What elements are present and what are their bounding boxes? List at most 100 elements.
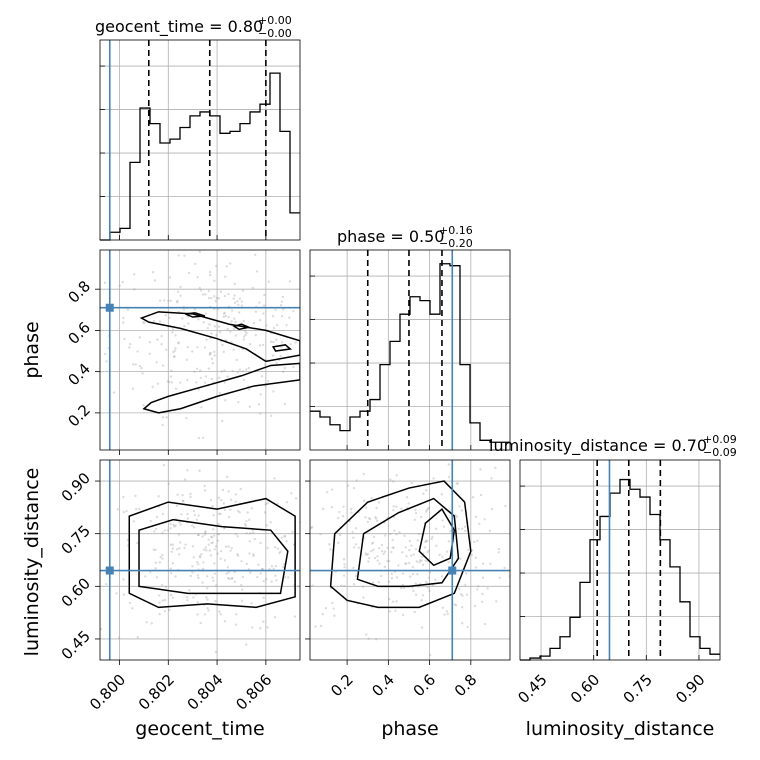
y-tick-label: 0.60: [58, 574, 94, 610]
sample-point: [478, 522, 481, 526]
sample-point: [207, 538, 210, 541]
sample-point: [184, 543, 187, 546]
sample-point: [372, 535, 376, 539]
sample-point: [374, 516, 377, 519]
sample-point: [179, 294, 182, 297]
sample-point: [474, 556, 478, 560]
sample-point: [342, 558, 346, 561]
sample-point: [94, 568, 96, 570]
sample-point: [142, 404, 145, 407]
sample-point: [173, 525, 176, 528]
sample-point: [275, 361, 278, 365]
sample-point: [168, 316, 171, 320]
sample-point: [330, 488, 334, 491]
sample-point: [463, 525, 467, 529]
sample-point: [391, 546, 394, 549]
sample-point: [223, 294, 227, 298]
sample-point: [288, 316, 291, 319]
sample-point: [166, 529, 170, 532]
sample-point: [368, 556, 371, 560]
sample-point: [270, 565, 274, 568]
sample-point: [160, 583, 164, 587]
sample-point: [401, 583, 405, 587]
sample-point: [239, 487, 242, 491]
sample-point: [226, 566, 230, 569]
sample-point: [420, 599, 423, 602]
sample-point: [250, 626, 254, 629]
sample-point: [148, 352, 151, 355]
sample-point: [178, 521, 181, 524]
sample-point: [383, 565, 387, 569]
sample-point: [251, 286, 255, 290]
sample-point: [311, 396, 313, 398]
title-luminosity-distance-main: luminosity_distance = 0.70: [489, 436, 707, 456]
sample-point: [332, 607, 335, 610]
sample-point: [169, 527, 172, 530]
sample-point: [193, 513, 197, 517]
sample-point: [461, 594, 464, 597]
sample-point: [305, 595, 307, 597]
sample-point: [408, 575, 412, 578]
sample-point: [96, 556, 98, 558]
title-geocent-time-plus: +0.00: [258, 14, 292, 27]
sample-point: [199, 289, 203, 292]
sample-point: [122, 321, 125, 324]
sample-point: [411, 572, 415, 576]
sample-point: [362, 596, 365, 599]
sample-point: [202, 548, 206, 551]
sample-point: [207, 290, 211, 293]
sample-point: [252, 321, 256, 325]
sample-point: [201, 581, 204, 584]
sample-point: [354, 543, 358, 546]
sample-point: [161, 423, 164, 427]
title-luminosity-distance: luminosity_distance = 0.70 +0.09 −0.09: [489, 433, 737, 459]
sample-point: [126, 308, 130, 311]
sample-point: [521, 587, 523, 589]
sample-point: [301, 335, 303, 337]
sample-point: [259, 393, 262, 396]
sample-point: [275, 323, 279, 327]
sample-point: [262, 304, 266, 307]
sample-point: [163, 299, 166, 302]
sample-point: [458, 587, 461, 590]
sample-point: [163, 598, 167, 602]
sample-point: [377, 501, 381, 504]
sample-point: [323, 345, 325, 347]
sample-point: [391, 538, 394, 542]
sample-point: [241, 369, 245, 373]
sample-point: [254, 334, 257, 337]
sample-point: [217, 532, 221, 536]
x-axis-label-geocent-time: geocent_time: [135, 718, 264, 740]
sample-point: [261, 343, 265, 347]
sample-point: [227, 490, 230, 493]
sample-point: [192, 596, 195, 599]
sample-point: [121, 280, 124, 284]
sample-point: [163, 609, 167, 613]
sample-point: [445, 610, 449, 613]
sample-point: [318, 297, 320, 299]
sample-point: [260, 567, 264, 571]
sample-point: [223, 620, 227, 623]
sample-point: [210, 296, 213, 300]
density-contour: [185, 312, 206, 318]
sample-point: [263, 363, 267, 366]
sample-point: [233, 570, 236, 574]
sample-point: [413, 518, 417, 521]
sample-point: [204, 293, 207, 296]
sample-point: [222, 312, 226, 315]
sample-point: [426, 507, 430, 510]
sample-point: [226, 327, 229, 331]
sample-point: [164, 314, 167, 317]
sample-point: [400, 507, 403, 510]
sample-point: [455, 515, 459, 518]
sample-point: [135, 507, 138, 511]
sample-point: [197, 514, 200, 517]
sample-point: [459, 593, 463, 596]
sample-point: [395, 474, 398, 477]
sample-point: [186, 469, 189, 472]
sample-point: [425, 508, 429, 512]
sample-point: [186, 517, 190, 520]
sample-point: [533, 534, 535, 536]
density-contour: [139, 311, 300, 363]
sample-point: [390, 572, 394, 576]
